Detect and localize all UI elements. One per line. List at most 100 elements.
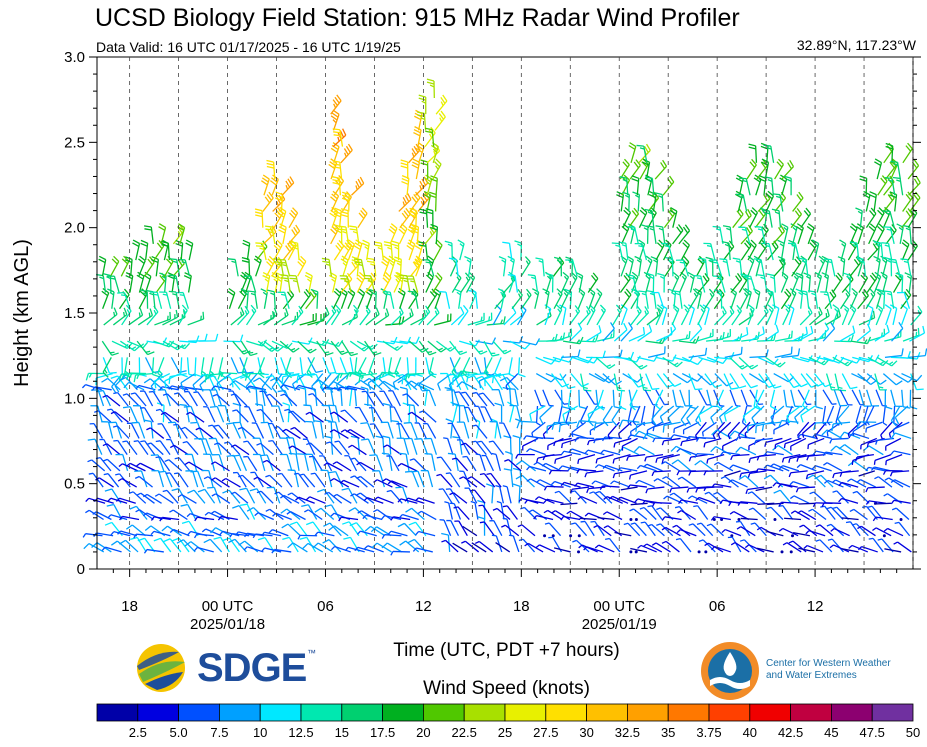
wind-barb <box>382 290 395 309</box>
barb-staff <box>461 381 478 391</box>
barb-flag <box>238 540 246 546</box>
barb-staff <box>225 477 241 488</box>
wind-barb <box>445 488 460 504</box>
barb-flag <box>284 312 287 317</box>
wind-barb <box>646 225 657 244</box>
barb-flag <box>381 261 388 267</box>
barb-flag <box>290 426 295 430</box>
wind-barb <box>731 304 742 326</box>
barb-flag <box>339 373 343 379</box>
barb-flag <box>357 510 362 514</box>
barb-flag <box>125 524 133 530</box>
barb-flag <box>671 291 676 296</box>
barb-staff <box>97 497 114 504</box>
barb-flag <box>325 263 331 267</box>
barb-flag <box>410 470 419 473</box>
wind-barb <box>277 291 290 309</box>
wind-barb <box>491 389 505 407</box>
barb-flag <box>330 115 338 121</box>
barb-flag <box>91 386 96 391</box>
barb-staff <box>494 357 502 374</box>
wind-barb <box>157 389 171 407</box>
barb-flag <box>472 391 477 395</box>
barb-flag <box>542 434 546 439</box>
barb-flag <box>495 484 500 488</box>
wind-barb <box>638 290 649 309</box>
barb-staff <box>354 507 368 520</box>
barb-flag <box>693 292 698 298</box>
wind-barb <box>678 224 691 245</box>
wind-barb <box>102 394 121 407</box>
barb-flag <box>256 442 261 446</box>
barb-flag <box>411 164 419 169</box>
barb-staff <box>129 406 138 423</box>
wind-barb <box>414 422 427 439</box>
barb-flag <box>336 94 342 102</box>
wind-barb <box>339 275 352 293</box>
wind-barb <box>239 357 254 374</box>
barb-flag <box>153 380 157 389</box>
barb-staff <box>644 389 654 406</box>
barb-staff <box>740 373 752 389</box>
barb-flag <box>290 209 297 217</box>
barb-staff <box>660 405 675 418</box>
barb-flag <box>413 194 419 201</box>
barb-flag <box>636 144 644 147</box>
barb-flag <box>201 370 206 375</box>
barb-staff <box>272 440 283 456</box>
barb-flag <box>369 370 374 375</box>
wind-barb <box>388 390 401 407</box>
barb-flag <box>291 229 297 236</box>
barb-flag <box>125 304 132 312</box>
wind-barb <box>339 479 360 488</box>
barb-staff <box>506 376 519 391</box>
barb-flag <box>502 241 510 244</box>
wind-barb <box>344 455 358 472</box>
barb-flag <box>211 493 217 497</box>
barb-staff <box>690 470 708 473</box>
wind-barb <box>677 510 697 521</box>
wind-barb <box>299 473 316 488</box>
barb-flag <box>258 370 263 375</box>
barb-flag <box>421 100 427 104</box>
barb-staff <box>340 386 358 391</box>
barb-staff <box>544 454 562 457</box>
barb-staff <box>205 528 222 537</box>
barb-flag <box>407 228 415 235</box>
barb-flag <box>184 272 192 277</box>
barb-flag <box>646 290 654 293</box>
wind-barb <box>603 495 623 504</box>
wind-barb <box>175 291 189 309</box>
wind-barb <box>456 421 470 439</box>
barb-flag <box>491 452 497 456</box>
wind-barb <box>652 437 672 443</box>
barb-staff <box>338 440 350 456</box>
barb-staff <box>508 243 513 261</box>
barb-flag <box>289 521 298 526</box>
barb-staff <box>233 455 242 472</box>
barb-flag <box>286 370 291 375</box>
barb-flag <box>491 337 497 345</box>
barb-staff <box>647 486 665 490</box>
barb-flag <box>417 510 422 515</box>
wind-barb <box>475 453 486 472</box>
barb-staff <box>440 456 452 472</box>
barb-staff <box>673 492 688 504</box>
wind-barb <box>368 357 376 379</box>
wind-barb <box>95 477 114 488</box>
wind-barb <box>444 501 454 520</box>
barb-staff <box>495 535 503 553</box>
barb-flag <box>282 264 287 267</box>
wind-barb <box>602 511 623 521</box>
barb-flag <box>399 310 402 316</box>
barb-flag <box>674 308 679 313</box>
barb-flag <box>136 374 140 380</box>
wind-barb <box>203 476 222 488</box>
barb-flag <box>704 347 708 356</box>
barb-flag <box>534 437 538 442</box>
barb-flag <box>331 112 339 118</box>
wind-barb <box>675 538 692 553</box>
wind-barb <box>107 514 128 521</box>
barb-flag <box>599 304 606 311</box>
wind-barb <box>194 437 208 455</box>
